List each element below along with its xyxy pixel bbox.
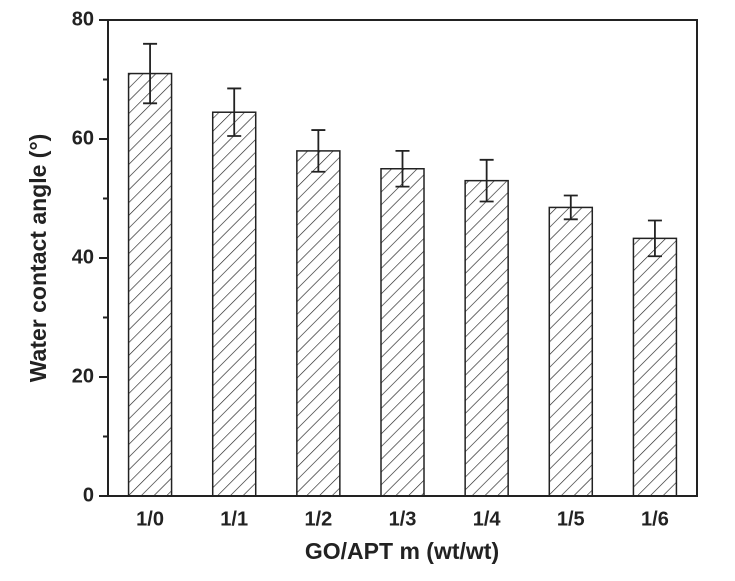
y-tick-label: 0 xyxy=(83,484,94,506)
bar xyxy=(127,72,173,497)
x-tick-label: 1/0 xyxy=(136,508,164,530)
x-tick-label: 1/3 xyxy=(389,508,417,530)
x-tick-label: 1/1 xyxy=(220,508,248,530)
bar xyxy=(296,150,341,497)
x-tick-label: 1/6 xyxy=(641,508,669,530)
error-bar xyxy=(647,219,662,258)
error-bar xyxy=(395,150,410,188)
error-bar xyxy=(563,194,578,221)
y-tick-label: 40 xyxy=(72,246,94,268)
x-tick-label: 1/5 xyxy=(557,508,585,530)
error-bar xyxy=(143,42,158,105)
bar xyxy=(632,237,678,497)
error-bar xyxy=(227,87,242,137)
y-axis-label: Water contact angle (°) xyxy=(25,134,51,383)
bar xyxy=(380,168,425,497)
bar xyxy=(548,206,594,497)
y-tick-label: 80 xyxy=(72,8,94,30)
bar xyxy=(211,111,257,497)
y-tick-label: 60 xyxy=(72,127,94,149)
bar xyxy=(464,179,509,497)
x-axis-label: GO/APT m (wt/wt) xyxy=(305,538,499,564)
error-bar xyxy=(479,158,494,203)
error-bar xyxy=(311,129,326,173)
y-tick-label: 20 xyxy=(72,365,94,387)
x-tick-label: 1/2 xyxy=(304,508,332,530)
x-tick-label: 1/4 xyxy=(473,508,502,530)
